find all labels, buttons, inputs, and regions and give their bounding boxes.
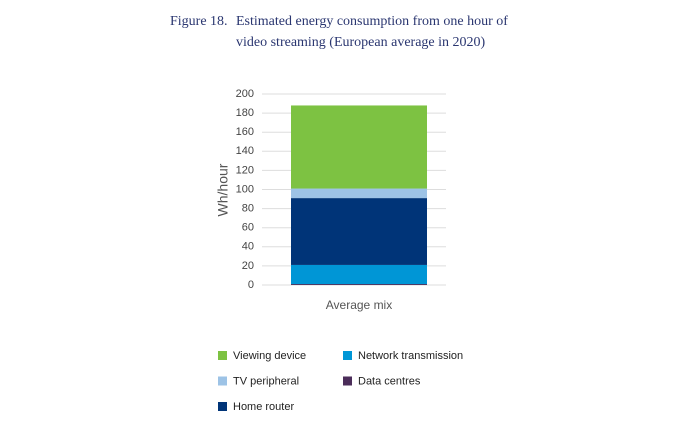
chart-title: video streaming (European average in 202… [236, 35, 486, 50]
bar-segment [291, 105, 427, 189]
y-tick-label: 40 [242, 241, 254, 253]
legend-swatch [218, 376, 227, 386]
bar-segment [291, 284, 427, 285]
legend-label: Network transmission [358, 350, 463, 362]
y-tick-label: 80 [242, 203, 254, 215]
y-tick-label: 120 [236, 164, 254, 176]
legend-swatch [218, 351, 227, 360]
y-tick-label: 60 [242, 222, 254, 234]
bar-segment [291, 198, 427, 265]
figure-label: Figure 18. [170, 14, 228, 29]
y-tick-label: 200 [236, 88, 254, 100]
y-tick-label: 160 [236, 126, 254, 138]
legend-swatch [343, 376, 352, 386]
y-tick-label: 0 [248, 279, 254, 291]
legend-swatch [218, 402, 227, 411]
legend-label: Data centres [358, 375, 421, 387]
legend-label: TV peripheral [233, 375, 299, 387]
y-axis-label: Wh/hour [215, 163, 231, 216]
y-tick-label: 140 [236, 145, 254, 157]
legend-swatch [343, 351, 352, 360]
legend-label: Viewing device [233, 350, 306, 362]
y-tick-label: 180 [236, 107, 254, 119]
x-tick-label: Average mix [326, 298, 392, 312]
y-tick-label: 100 [236, 183, 254, 195]
legend-label: Home router [233, 401, 294, 413]
bar-segment [291, 188, 427, 199]
chart-title: Estimated energy consumption from one ho… [236, 14, 508, 29]
bar-segment [291, 264, 427, 285]
y-tick-label: 20 [242, 260, 254, 272]
